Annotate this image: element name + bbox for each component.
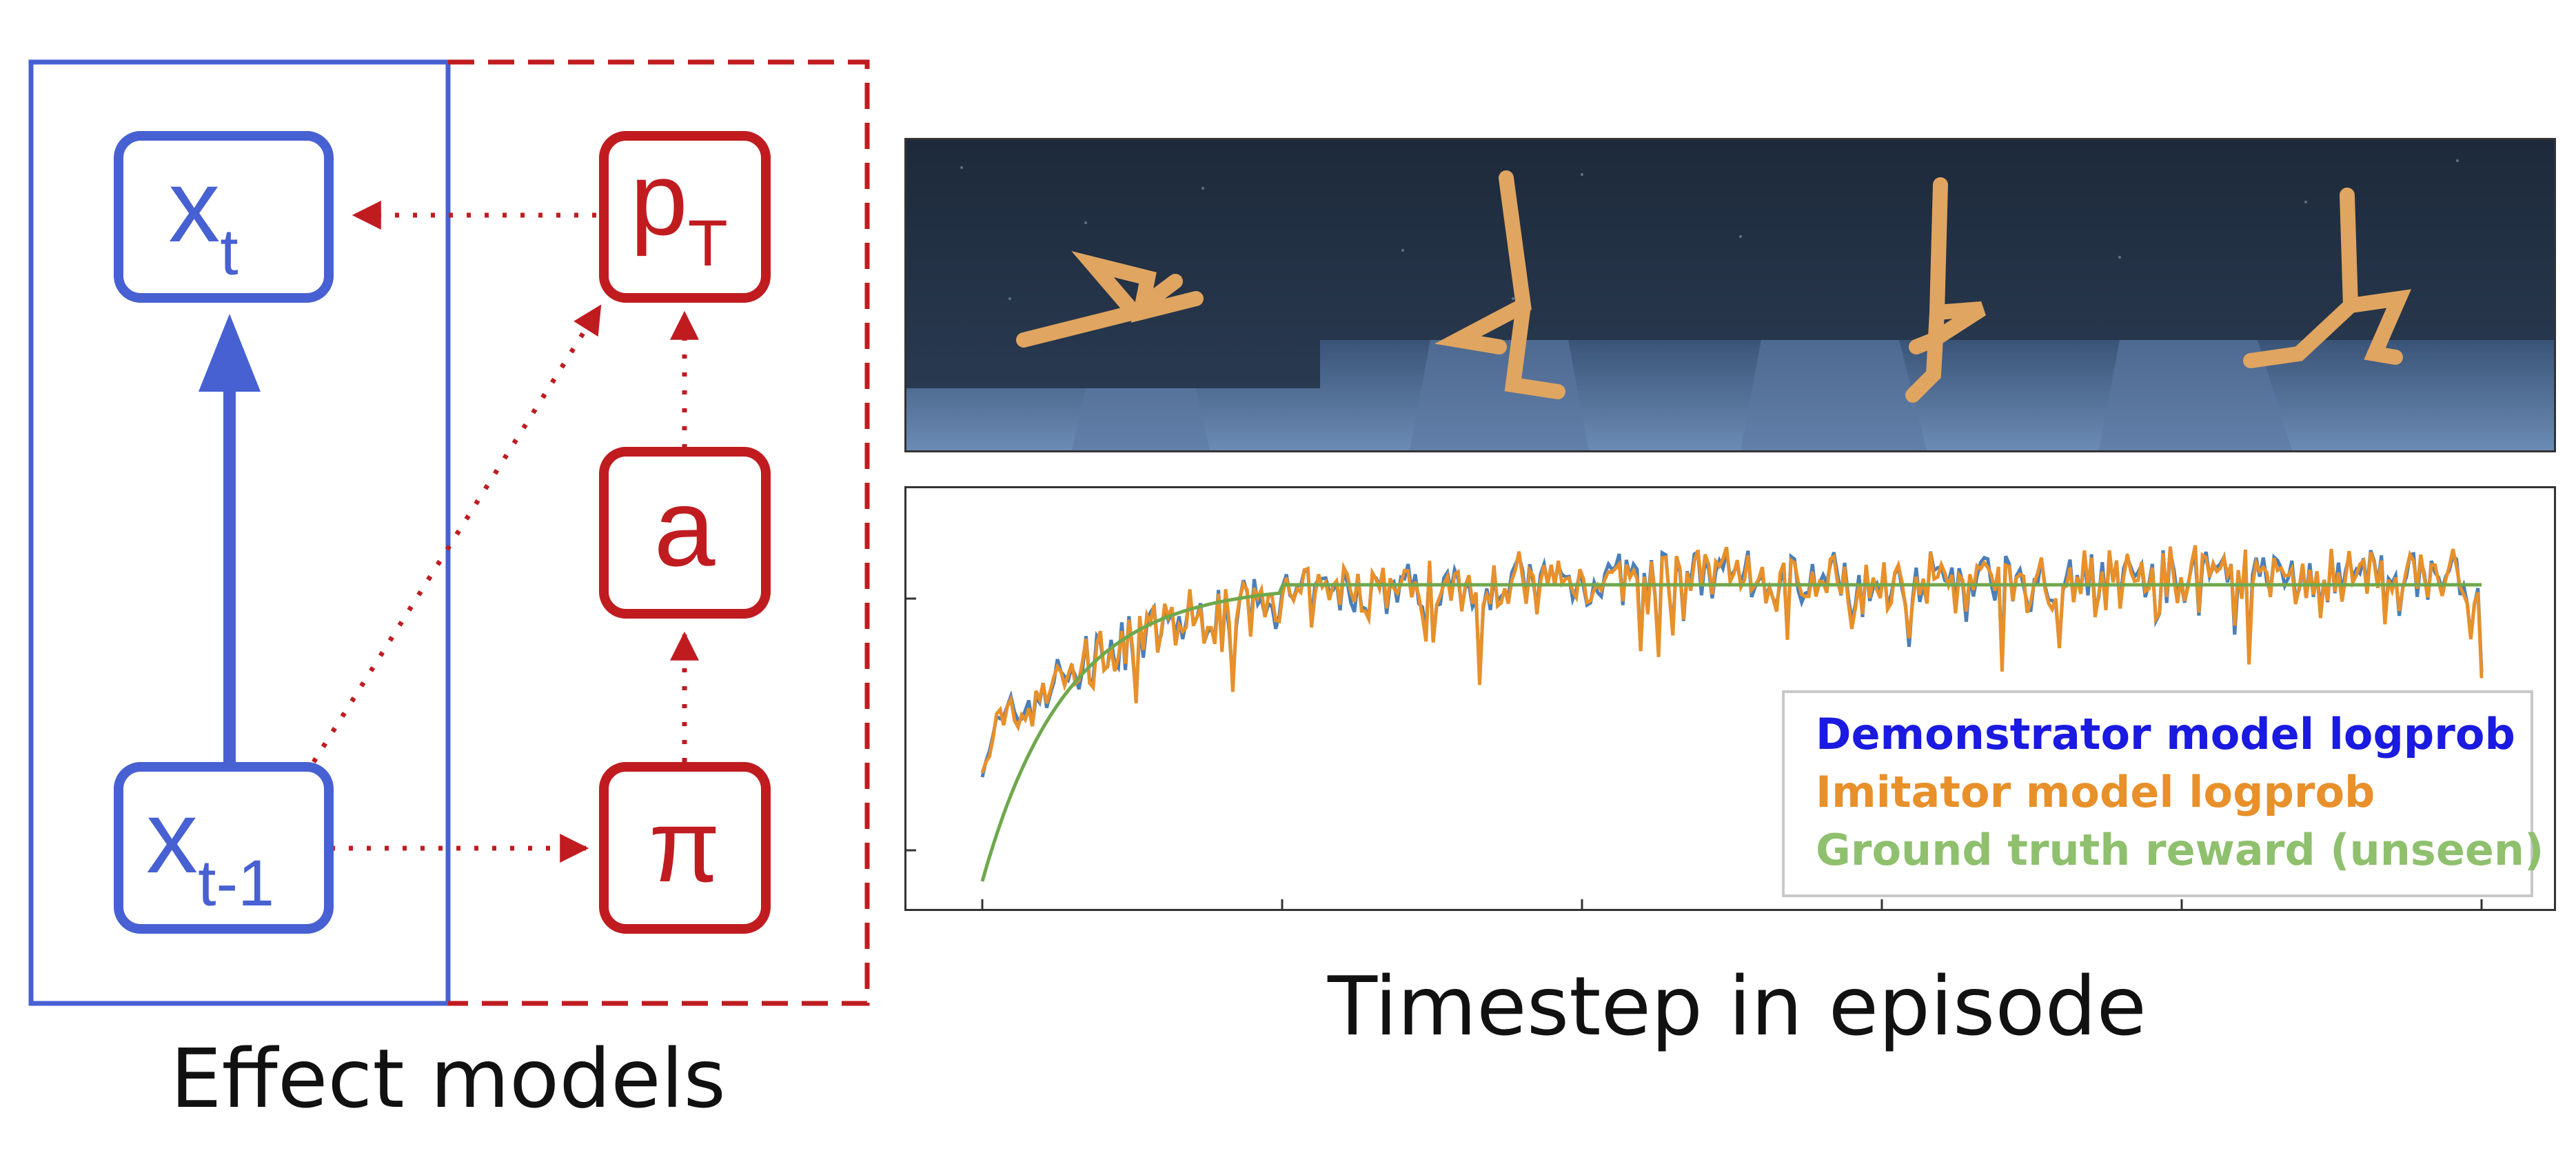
svg-text:xt: xt xyxy=(168,148,238,289)
blue-arrowhead xyxy=(199,314,261,392)
node-p-T-sub: T xyxy=(688,207,728,280)
node-x-t-sub: t xyxy=(220,216,238,289)
red-dashed-box xyxy=(448,59,870,1006)
node-x-t-minus-1-sub: t-1 xyxy=(198,847,274,920)
effect-models-caption: Effect models xyxy=(170,1031,726,1126)
logprob-chart: Demonstrator model logprob Imitator mode… xyxy=(904,486,2556,911)
blue-outer-box xyxy=(28,59,451,1006)
node-x-t xyxy=(114,131,334,303)
walker-robot-frames-icon xyxy=(906,140,2554,450)
legend-item-imitator: Imitator model logprob xyxy=(1816,767,2375,817)
series-ground-truth-line xyxy=(980,583,2482,882)
node-p-T xyxy=(599,131,771,303)
legend-item-ground-truth: Ground truth reward (unseen) xyxy=(1816,825,2544,875)
node-pi xyxy=(599,762,771,934)
node-a xyxy=(599,447,771,619)
series-imitator-line xyxy=(980,545,2484,774)
node-x-t-minus-1-main: x xyxy=(146,779,198,894)
chart-legend: Demonstrator model logprob Imitator mode… xyxy=(1782,690,2544,897)
node-pi-label: π xyxy=(649,788,720,903)
node-p-T-main: p xyxy=(630,141,687,257)
svg-text:pT: pT xyxy=(630,141,727,280)
legend-item-demonstrator: Demonstrator model logprob xyxy=(1816,709,2515,759)
node-x-t-minus-1 xyxy=(114,762,334,934)
chart-plot-area xyxy=(906,545,2484,909)
x-axis-label: Timestep in episode xyxy=(1327,959,2147,1054)
node-x-t-main: x xyxy=(168,148,220,263)
walker-scene-image xyxy=(904,138,2556,452)
node-a-label: a xyxy=(654,465,716,589)
arrow-xt1-to-pT xyxy=(312,304,602,763)
svg-text:xt-1: xt-1 xyxy=(146,779,274,920)
